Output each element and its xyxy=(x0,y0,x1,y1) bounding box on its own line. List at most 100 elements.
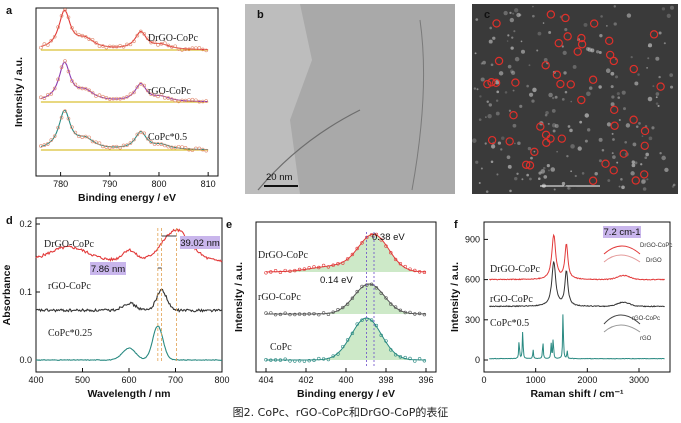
noise-speck xyxy=(518,13,522,17)
noise-speck xyxy=(551,109,556,113)
noise-speck xyxy=(544,113,548,117)
x-tick-label: 790 xyxy=(102,179,117,189)
data-point xyxy=(94,41,98,45)
data-point xyxy=(49,38,54,43)
data-point xyxy=(90,37,95,42)
noise-speck xyxy=(550,167,556,172)
noise-speck xyxy=(478,118,482,122)
graphene-sheet xyxy=(290,4,455,194)
single-atom-marker xyxy=(588,176,598,185)
single-atom-marker xyxy=(605,36,614,46)
series-fit-line xyxy=(40,61,208,103)
data-point xyxy=(56,25,60,29)
noise-speck xyxy=(666,13,671,18)
data-point xyxy=(138,82,143,86)
data-point xyxy=(331,354,335,358)
noise-speck xyxy=(475,18,479,21)
single-atom-marker xyxy=(640,141,649,150)
data-point xyxy=(169,145,174,150)
noise-speck xyxy=(482,60,486,65)
scale-bar-label: 2 nm xyxy=(563,186,576,192)
panel-e: 404 402 400 398 396 Binding energy / eV Intens… xyxy=(226,219,437,400)
data-point xyxy=(369,282,374,287)
data-point xyxy=(104,96,109,100)
noise-speck xyxy=(517,141,521,146)
noise-speck xyxy=(569,128,573,133)
panel-c: c 2 nm xyxy=(472,4,678,194)
data-point xyxy=(70,125,74,129)
noise-speck xyxy=(617,96,621,99)
data-point xyxy=(156,43,160,47)
data-point xyxy=(355,289,359,294)
single-atom-marker xyxy=(588,75,598,84)
noise-speck xyxy=(669,5,675,10)
data-point xyxy=(128,42,133,47)
data-point xyxy=(326,265,331,269)
noise-speck xyxy=(536,49,539,52)
data-point xyxy=(297,312,302,316)
noise-speck xyxy=(526,173,529,177)
shift-annotation-box xyxy=(603,226,641,238)
data-point xyxy=(159,42,164,46)
data-point xyxy=(176,99,181,104)
noise-speck xyxy=(640,163,643,166)
x-axis-label: Binding energy / eV xyxy=(78,192,176,204)
data-point xyxy=(159,92,164,97)
noise-speck xyxy=(572,65,577,69)
noise-speck xyxy=(512,12,515,15)
data-point xyxy=(273,312,278,317)
data-point xyxy=(76,85,81,90)
shift-annotation-box xyxy=(90,262,126,275)
single-atom-marker xyxy=(629,64,638,74)
noise-speck xyxy=(658,31,662,35)
data-point xyxy=(46,43,50,47)
single-atom-marker xyxy=(631,176,640,185)
data-point xyxy=(76,134,81,139)
data-point xyxy=(101,94,105,99)
noise-speck xyxy=(659,152,662,155)
single-atom-marker xyxy=(487,135,497,145)
data-point xyxy=(200,99,205,104)
data-point xyxy=(360,284,364,289)
series-label: rGO-CoPc xyxy=(148,86,191,97)
noise-speck xyxy=(570,100,573,103)
data-point xyxy=(413,359,417,363)
data-point xyxy=(73,130,78,135)
data-point xyxy=(180,145,184,149)
noise-speck xyxy=(648,136,653,141)
noise-speck xyxy=(529,177,532,181)
single-atom-marker xyxy=(509,111,518,120)
single-atom-marker xyxy=(610,121,619,130)
y-tick-label: 600 xyxy=(465,275,480,285)
noise-speck xyxy=(516,12,521,18)
noise-speck xyxy=(641,135,644,138)
noise-speck xyxy=(480,77,485,82)
data-point xyxy=(307,358,311,363)
data-point xyxy=(194,46,198,50)
data-point xyxy=(312,358,316,363)
noise-speck xyxy=(652,85,655,88)
series-label: rGO-CoPc xyxy=(490,294,533,305)
noise-speck xyxy=(520,40,523,43)
series-label: DrGO-CoPc xyxy=(148,33,199,44)
data-point xyxy=(200,47,205,52)
data-point xyxy=(101,144,105,149)
data-point xyxy=(187,98,191,102)
noise-speck xyxy=(564,28,568,32)
data-point xyxy=(52,134,57,138)
data-point xyxy=(39,45,43,50)
noise-speck xyxy=(496,173,499,176)
noise-speck xyxy=(514,56,520,62)
data-point xyxy=(413,312,417,316)
data-point xyxy=(187,47,191,52)
x-axis-label: Raman shift / cm⁻¹ xyxy=(530,388,624,400)
noise-speck xyxy=(634,161,638,165)
noise-speck xyxy=(600,15,603,18)
inset-drgo: DrGO-CoPc DrGO 7.2 cm-1 xyxy=(603,226,672,264)
noise-speck xyxy=(634,81,639,86)
single-atom-marker xyxy=(521,160,531,169)
data-point xyxy=(200,147,205,152)
data-point xyxy=(176,47,181,51)
data-point xyxy=(297,267,302,272)
single-atom-marker xyxy=(656,82,665,91)
